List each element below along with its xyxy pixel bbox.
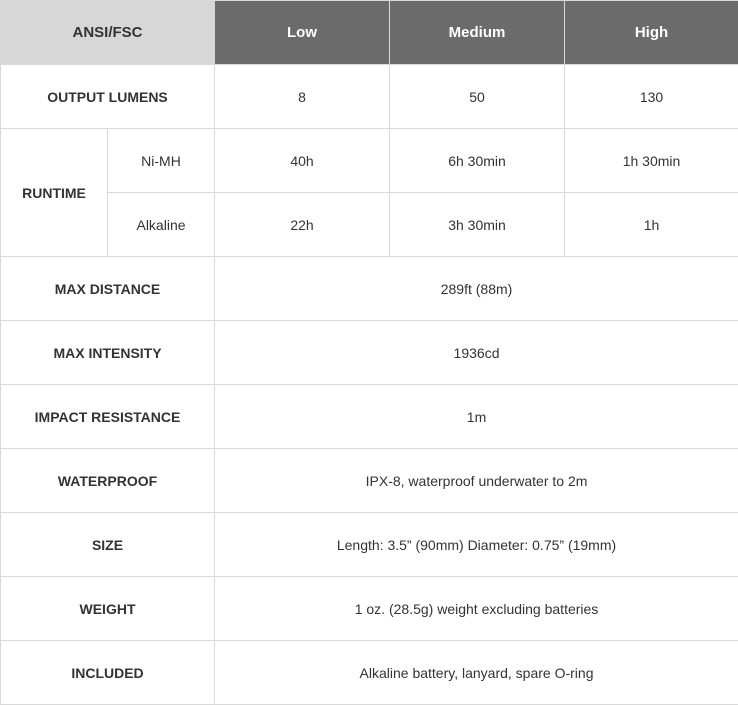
output-lumens-low: 8 [215, 65, 390, 129]
weight-label: WEIGHT [1, 577, 215, 641]
weight-row: WEIGHT 1 oz. (28.5g) weight excluding ba… [1, 577, 738, 641]
max-intensity-label: MAX INTENSITY [1, 321, 215, 385]
output-lumens-high: 130 [565, 65, 738, 129]
included-row: INCLUDED Alkaline battery, lanyard, spar… [1, 641, 738, 705]
runtime-nimh-high: 1h 30min [565, 129, 738, 193]
impact-resistance-value: 1m [215, 385, 738, 449]
max-distance-label: MAX DISTANCE [1, 257, 215, 321]
header-high: High [565, 1, 738, 65]
runtime-alkaline-label: Alkaline [108, 193, 215, 257]
output-lumens-medium: 50 [390, 65, 565, 129]
impact-resistance-label: IMPACT RESISTANCE [1, 385, 215, 449]
runtime-nimh-label: Ni-MH [108, 129, 215, 193]
runtime-alkaline-row: Alkaline 22h 3h 30min 1h [1, 193, 738, 257]
header-ansi: ANSI/FSC [1, 1, 215, 65]
runtime-nimh-medium: 6h 30min [390, 129, 565, 193]
runtime-nimh-low: 40h [215, 129, 390, 193]
runtime-nimh-row: RUNTIME Ni-MH 40h 6h 30min 1h 30min [1, 129, 738, 193]
max-distance-row: MAX DISTANCE 289ft (88m) [1, 257, 738, 321]
header-medium: Medium [390, 1, 565, 65]
spec-table: ANSI/FSC Low Medium High OUTPUT LUMENS 8… [0, 0, 738, 705]
header-low: Low [215, 1, 390, 65]
runtime-alkaline-high: 1h [565, 193, 738, 257]
output-lumens-row: OUTPUT LUMENS 8 50 130 [1, 65, 738, 129]
size-row: SIZE Length: 3.5” (90mm) Diameter: 0.75”… [1, 513, 738, 577]
impact-resistance-row: IMPACT RESISTANCE 1m [1, 385, 738, 449]
weight-value: 1 oz. (28.5g) weight excluding batteries [215, 577, 738, 641]
runtime-label: RUNTIME [1, 129, 108, 257]
included-label: INCLUDED [1, 641, 215, 705]
runtime-alkaline-low: 22h [215, 193, 390, 257]
size-label: SIZE [1, 513, 215, 577]
size-value: Length: 3.5” (90mm) Diameter: 0.75” (19m… [215, 513, 738, 577]
waterproof-value: IPX-8, waterproof underwater to 2m [215, 449, 738, 513]
waterproof-label: WATERPROOF [1, 449, 215, 513]
max-intensity-value: 1936cd [215, 321, 738, 385]
output-lumens-label: OUTPUT LUMENS [1, 65, 215, 129]
header-row: ANSI/FSC Low Medium High [1, 1, 738, 65]
max-intensity-row: MAX INTENSITY 1936cd [1, 321, 738, 385]
runtime-alkaline-medium: 3h 30min [390, 193, 565, 257]
max-distance-value: 289ft (88m) [215, 257, 738, 321]
waterproof-row: WATERPROOF IPX-8, waterproof underwater … [1, 449, 738, 513]
included-value: Alkaline battery, lanyard, spare O-ring [215, 641, 738, 705]
